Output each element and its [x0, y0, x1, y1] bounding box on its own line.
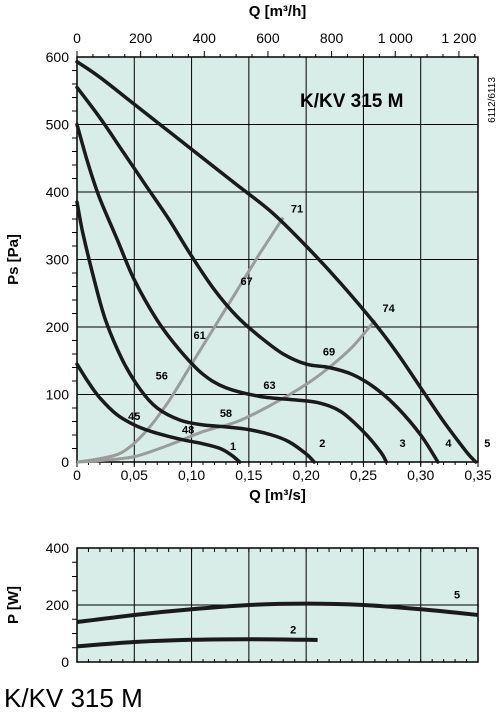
x2-tick-label: 800 [320, 30, 344, 46]
point-label: 48 [182, 425, 194, 437]
curve-label-5: 5 [484, 438, 490, 450]
fan-curve-3 [75, 122, 389, 464]
power-y-tick-label: 400 [46, 540, 70, 556]
curve-label-4: 4 [445, 438, 452, 450]
point-label: 61 [193, 330, 205, 342]
x-tick-label: 0,15 [235, 467, 262, 483]
x-axis-title: Q [m³/s] [249, 487, 306, 504]
point-label: 71 [291, 203, 303, 215]
power-y-axis-title: P [W] [5, 586, 22, 624]
system-curve [76, 319, 377, 464]
point-label: 67 [240, 276, 252, 288]
power-y-tick-label: 200 [46, 597, 70, 613]
y-tick-label: 500 [46, 117, 70, 133]
x-tick-label: 0,30 [407, 467, 434, 483]
y-tick-label: 200 [46, 319, 70, 335]
fan-curve-4 [75, 85, 440, 464]
plot-frame [76, 56, 479, 463]
power-curve-2 [76, 637, 318, 649]
fan-curve-2 [75, 200, 316, 464]
curve-label-1: 1 [230, 441, 236, 453]
x2-tick-label: 600 [256, 30, 280, 46]
point-label: 63 [263, 380, 275, 392]
chart-title: K/KV 315 M [300, 91, 403, 112]
power-curve-label-5: 5 [454, 590, 460, 602]
power-y-tick-label: 0 [61, 654, 69, 670]
fan-curve-1 [75, 362, 242, 464]
x2-axis-title: Q [m³/h] [249, 3, 307, 20]
x2-tick-label: 200 [129, 30, 153, 46]
model-caption: K/KV 315 M [4, 683, 143, 713]
y-tick-label: 300 [46, 252, 70, 268]
y-tick-label: 100 [46, 387, 70, 403]
y-axis-title: Ps [Pa] [5, 234, 22, 285]
point-label: 74 [383, 303, 396, 315]
x2-tick-label: 0 [73, 30, 81, 46]
power-curve-label-2: 2 [290, 625, 296, 637]
point-label: 69 [323, 346, 335, 358]
x-tick-label: 0,35 [464, 467, 491, 483]
point-label: 45 [128, 411, 140, 423]
side-code: 6112/6113 [487, 77, 498, 123]
power-curve-5 [76, 601, 479, 625]
y-tick-label: 0 [61, 454, 69, 470]
fan-curve-5 [75, 59, 478, 464]
x2-tick-label: 1 000 [378, 30, 413, 46]
y-tick-label: 600 [46, 49, 70, 65]
x-tick-label: 0,20 [293, 467, 320, 483]
y-tick-label: 400 [46, 184, 70, 200]
x2-tick-label: 1 200 [441, 30, 476, 46]
point-label: 58 [220, 408, 232, 420]
power-plot-frame [76, 547, 479, 663]
system-curve [76, 216, 285, 464]
x2-tick-label: 400 [193, 30, 217, 46]
x-tick-label: 0,05 [121, 467, 148, 483]
x-tick-label: 0,10 [178, 467, 205, 483]
curve-label-2: 2 [319, 438, 325, 450]
curve-label-3: 3 [400, 438, 406, 450]
fan-performance-chart: 0 0,05 0,10 0,15 0,20 0,25 0,30 0,3501002003004… [5, 3, 498, 670]
x-tick-label: 0 [73, 467, 81, 483]
x-tick-label: 0,25 [350, 467, 377, 483]
point-label: 56 [156, 371, 168, 383]
